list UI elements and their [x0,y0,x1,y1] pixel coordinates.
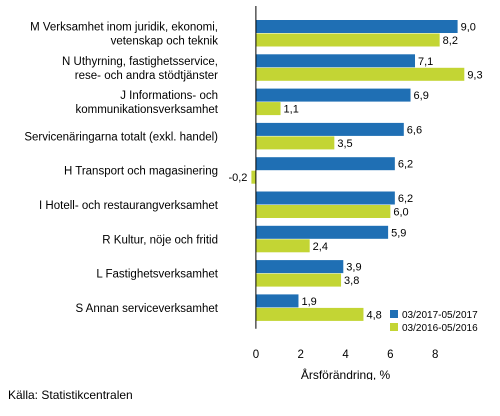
category-labels: M Verksamhet inom juridik, ekonomi, veten… [24,22,218,315]
bar [255,136,335,150]
data-label: 6,9 [414,90,429,102]
bar [255,225,389,239]
data-label: 7,1 [418,56,433,68]
legend-label: 03/2016-05/2016 [402,323,478,334]
bar-chart: M Verksamhet inom juridik, ekonomi, veten… [24,6,483,380]
x-axis-ticks: 0 2 4 6 8 [253,349,439,361]
data-label: 5,9 [391,227,406,239]
legend-label: 03/2017-05/2017 [402,310,478,321]
data-label: -0,2 [228,172,247,184]
bar [251,170,256,184]
bars [251,20,465,321]
bar [255,239,310,253]
data-label: 6,2 [398,193,413,205]
bar [255,294,299,308]
data-label: 3,5 [337,138,352,150]
data-label: 9,0 [461,22,476,34]
data-label: 9,3 [467,69,482,81]
category-label: M Verksamhet inom juridik, ekonomi, veten… [30,22,218,48]
category-label: N Uthyrning, fastighetsservice, rese- och… [62,56,218,82]
tick-label: 0 [253,349,259,361]
legend: 03/2017-05/2017 03/2016-05/2016 [390,310,478,334]
tick-label: 6 [387,349,393,361]
data-label: 3,8 [344,275,359,287]
data-label: 1,9 [301,296,316,308]
bar [255,102,281,116]
x-axis-title: Årsförändring, % [301,367,391,380]
category-label: S Annan serviceverksamhet [75,303,218,315]
bar [255,122,404,136]
category-label: L Fastighetsverksamhet [96,269,218,281]
legend-swatch [390,323,398,331]
category-label: H Transport och magasinering [64,166,218,178]
data-label: 4,8 [366,309,381,321]
bar [255,157,395,171]
data-label: 2,4 [313,241,328,253]
bar [255,67,465,81]
tick-label: 2 [298,349,304,361]
data-label: 1,1 [284,104,299,116]
tick-label: 4 [342,349,349,361]
data-label: 8,2 [443,35,458,47]
category-label: I Hotell- och restaurangverksamhet [39,200,219,212]
category-label: R Kultur, nöje och fritid [102,234,218,246]
legend-swatch [390,310,398,318]
bar [255,88,411,102]
data-label: 6,0 [393,207,408,219]
tick-label: 8 [432,349,438,361]
source-note: Källa: Statistikcentralen [8,388,133,402]
bar [255,307,364,321]
category-label: J Informations- och kommunikationsverksam… [75,90,218,116]
category-label: Servicenäringarna totalt (exkl. handel) [24,131,218,143]
bar [255,191,395,205]
bar [255,260,344,274]
bar [255,20,458,33]
data-label: 6,2 [398,159,413,171]
value-labels: 9,08,2 7,1 9,3 6,9 1,1 6,6 3,5 6,2 -0,2 6,2 6,0 5,9… [228,22,482,322]
bar [255,205,391,218]
bar [255,54,416,68]
bar [255,33,440,47]
data-label: 6,6 [407,124,422,136]
bar [255,273,342,287]
data-label: 3,9 [346,262,361,274]
